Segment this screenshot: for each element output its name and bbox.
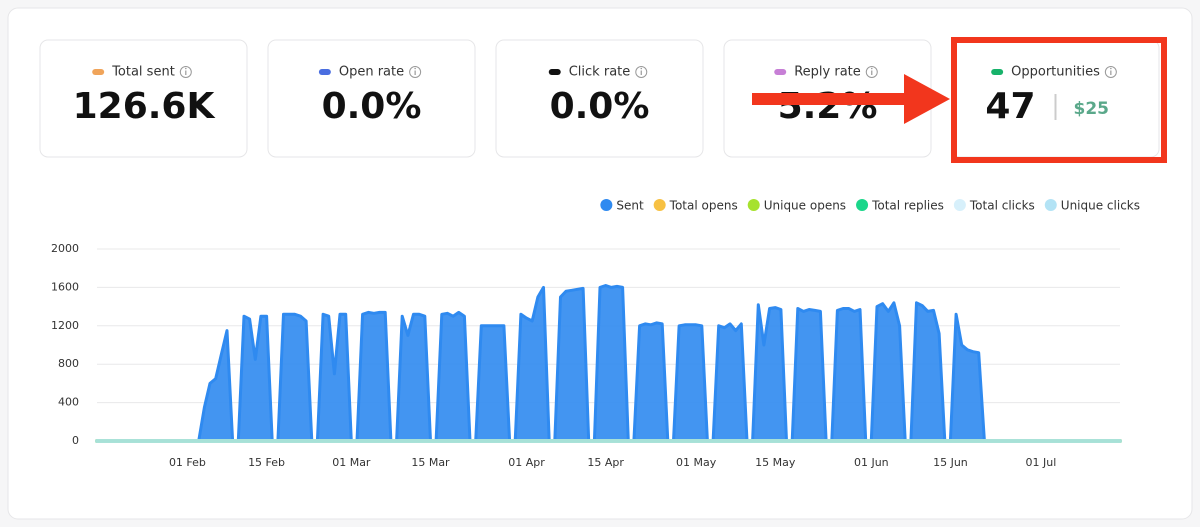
legend: Unique clicks Total clicks Total replies Un…	[600, 199, 1140, 213]
arrow-shaft	[752, 93, 910, 105]
card-label: Click rate	[569, 65, 631, 80]
card-dot	[774, 69, 787, 75]
info-icon	[1104, 66, 1117, 78]
y-tick-label: 1200	[51, 319, 79, 332]
legend-label: Total replies	[871, 199, 944, 213]
stat-cards: Total sent 126.6K Open rate 0.0% Click rate 0…	[39, 39, 1160, 158]
info-icon	[865, 66, 878, 78]
card-label: Opportunities	[1011, 65, 1100, 80]
card-dot	[92, 69, 105, 75]
legend-marker	[747, 199, 760, 211]
x-tick-label: 01 Apr	[508, 456, 545, 469]
card-value: 126.6K	[73, 86, 216, 127]
legend-marker	[600, 199, 613, 211]
legend-marker	[653, 199, 666, 211]
x-tick-label: 01 Feb	[169, 456, 206, 469]
x-tick-label: 15 Jun	[933, 456, 968, 469]
chart: 0 400 800 1200 1600 2000 01 Feb 15 Feb 01 Mar 15 …	[51, 199, 1140, 470]
legend-marker	[856, 199, 869, 211]
legend-marker	[1044, 199, 1057, 211]
card-secondary-value: $25	[1074, 99, 1110, 119]
legend-marker	[953, 199, 966, 211]
y-tick-label: 800	[58, 357, 79, 370]
info-icon	[635, 66, 648, 78]
info-icon	[409, 66, 422, 78]
y-tick-label: 1600	[51, 280, 79, 293]
card	[495, 39, 704, 158]
x-tick-label: 01 May	[676, 456, 717, 469]
card-value: 0.0%	[322, 86, 422, 127]
y-tick-label: 0	[72, 434, 79, 447]
card-value: 47	[985, 86, 1035, 127]
info-icon	[179, 66, 192, 78]
card-value: 0.0%	[550, 86, 650, 127]
card-label: Open rate	[339, 65, 404, 80]
x-tick-label: 01 Mar	[332, 456, 371, 469]
x-tick-label: 15 Feb	[248, 456, 285, 469]
y-tick-label: 2000	[51, 242, 79, 255]
legend-label: Total opens	[669, 199, 738, 213]
arrow-head	[904, 74, 950, 124]
y-tick-label: 400	[58, 396, 79, 409]
info-icon-dot	[640, 67, 643, 70]
legend-label: Sent	[616, 199, 644, 213]
x-tick-label: 01 Jun	[854, 456, 889, 469]
card	[267, 39, 476, 158]
card-dot	[318, 69, 331, 75]
info-icon-dot	[870, 67, 873, 70]
highlight-box	[951, 37, 1167, 163]
card-value: 5.2%	[778, 86, 878, 127]
card-label: Reply rate	[794, 65, 861, 80]
x-tick-label: 01 Jul	[1025, 456, 1056, 469]
card-label: Total sent	[111, 65, 175, 80]
card-dot	[548, 69, 561, 75]
legend-label: Unique clicks	[1061, 199, 1140, 213]
card	[39, 39, 248, 158]
x-tick-label: 15 May	[755, 456, 796, 469]
legend-label: Total clicks	[969, 199, 1035, 213]
x-tick-label: 15 Mar	[411, 456, 450, 469]
legend-label: Unique opens	[764, 199, 846, 213]
card-dot	[991, 69, 1004, 75]
info-icon-dot	[185, 67, 187, 70]
annotation	[752, 37, 1167, 163]
info-icon-dot	[414, 67, 416, 70]
info-icon-dot	[1110, 67, 1112, 70]
x-tick-label: 15 Apr	[587, 456, 624, 469]
